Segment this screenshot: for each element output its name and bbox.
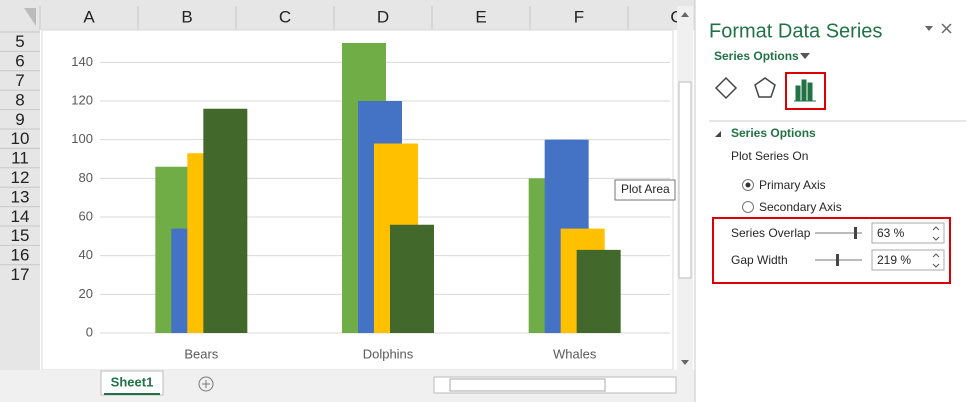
primary-axis[interactable]: Primary Axis xyxy=(759,178,826,192)
row-header: 11 xyxy=(11,149,29,168)
row-header: 8 xyxy=(15,90,24,109)
series-options-icon[interactable] xyxy=(794,79,816,102)
spinner[interactable] xyxy=(932,226,940,241)
close[interactable] xyxy=(941,23,952,34)
plot-series-on: Plot Series On xyxy=(731,149,808,163)
pane-menu[interactable] xyxy=(925,26,933,31)
x-tick-label: Whales xyxy=(553,346,597,361)
radio-dot xyxy=(745,182,751,188)
sheet-tab[interactable] xyxy=(100,370,164,396)
section-title[interactable]: Series Options xyxy=(731,126,816,140)
series-options-menu[interactable]: Series Options xyxy=(714,49,799,63)
row-header: 10 xyxy=(11,129,30,148)
column-header: B xyxy=(181,7,192,26)
highlight-box xyxy=(712,217,951,284)
tooltip-box xyxy=(614,179,676,201)
column-header-bar xyxy=(0,0,695,30)
gap-label: Gap Width xyxy=(731,253,788,267)
row-header: 12 xyxy=(11,168,30,187)
y-tick-label: 60 xyxy=(79,208,93,223)
y-tick-label: 80 xyxy=(79,170,93,185)
row-header-bar xyxy=(0,30,40,370)
pane-bg xyxy=(696,0,979,402)
gap-value[interactable]: 219 % xyxy=(877,253,911,267)
column-header: A xyxy=(83,7,95,26)
v-scroll-thumb[interactable] xyxy=(678,81,692,279)
row-header: 17 xyxy=(11,265,30,284)
y-tick-label: 20 xyxy=(79,286,93,301)
bar xyxy=(390,224,434,333)
collapse-arrow[interactable] xyxy=(715,131,721,137)
spinner[interactable] xyxy=(932,253,940,268)
tooltip: Plot Area xyxy=(621,182,670,196)
row-header: 14 xyxy=(11,207,30,226)
x-tick-label: Bears xyxy=(184,346,218,361)
format-pane: Format Data Series Series Options Series… xyxy=(696,0,979,402)
row-header: 16 xyxy=(11,246,30,265)
effects-icon[interactable] xyxy=(754,77,776,98)
add-sheet[interactable] xyxy=(198,376,214,392)
y-tick-label: 100 xyxy=(71,131,93,146)
gap-thumb[interactable] xyxy=(836,254,839,266)
row-header: 6 xyxy=(15,52,24,71)
row-header: 13 xyxy=(11,187,30,206)
bar xyxy=(576,249,621,333)
add-icon xyxy=(202,380,210,388)
row-header: 15 xyxy=(11,226,30,245)
y-tick-label: 0 xyxy=(86,324,93,339)
x-tick-label: Dolphins xyxy=(363,346,414,361)
overlap-input[interactable] xyxy=(871,222,945,244)
radio-secondary[interactable] xyxy=(742,201,754,213)
y-tick-label: 40 xyxy=(79,247,93,262)
overlap-value[interactable]: 63 % xyxy=(877,226,905,240)
fill-icon[interactable] xyxy=(714,76,738,100)
row-header: 9 xyxy=(15,110,24,129)
select-all xyxy=(24,8,36,26)
pane-title: Format Data Series xyxy=(709,20,882,42)
h-scroll-thumb[interactable] xyxy=(449,378,606,392)
y-tick-label: 120 xyxy=(71,92,93,107)
y-tick-label: 140 xyxy=(71,54,93,69)
highlight-box xyxy=(785,72,826,110)
secondary-axis[interactable]: Secondary Axis xyxy=(759,200,842,214)
column-header: E xyxy=(475,7,486,26)
column-header: C xyxy=(279,7,291,26)
gap-input[interactable] xyxy=(871,249,945,271)
bar xyxy=(203,108,248,333)
sheet-tab-label[interactable]: Sheet1 xyxy=(111,374,154,389)
dropdown-arrow[interactable] xyxy=(800,53,810,59)
column-header: D xyxy=(377,7,389,26)
column-header: F xyxy=(574,7,584,26)
row-header: 5 xyxy=(15,32,24,51)
row-header: 7 xyxy=(15,71,24,90)
overlap-thumb[interactable] xyxy=(854,227,857,239)
overlap-label: Series Overlap xyxy=(731,226,811,240)
